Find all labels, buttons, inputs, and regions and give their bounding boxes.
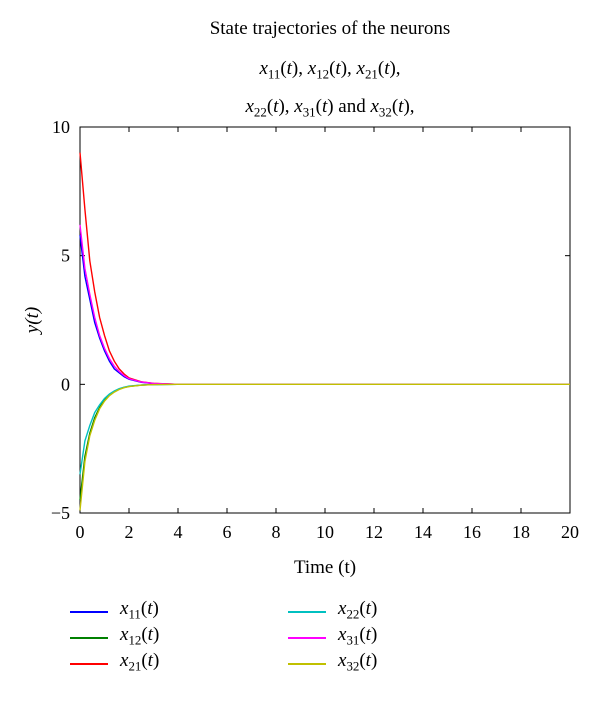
series-line-x22t: [79, 383, 570, 475]
legend-swatch: [288, 663, 326, 665]
legend-label: x11(t): [120, 598, 159, 622]
legend-swatch: [70, 637, 108, 639]
legend-swatch: [70, 663, 108, 665]
y-tick-label: −5: [51, 503, 70, 523]
y-tick-label: 10: [52, 117, 70, 137]
x-tick-label: 18: [512, 522, 530, 542]
legend-label: x32(t): [338, 650, 378, 674]
plot-area-frame: [79, 126, 571, 514]
y-tick-label: 0: [61, 374, 70, 394]
legend-label: x12(t): [120, 624, 160, 648]
line-chart: 0 2 4 6 8 10 12 14 16 18 20 −5 0 5 10 Time (t) y(t): [22, 117, 579, 578]
x-tick-label: 20: [561, 522, 579, 542]
chart-title-line-3: x22(t), x31(t) and x32(t),: [80, 96, 580, 121]
legend-label: x21(t): [120, 650, 160, 674]
series-lines: [79, 152, 570, 511]
axis-ticks: 0 2 4 6 8 10 12 14 16 18 20 −5 0 5 10: [51, 117, 579, 542]
title-term-x32: x32(t),: [370, 96, 415, 120]
series-line-x32t: [79, 383, 570, 511]
x-tick-label: 6: [223, 522, 232, 542]
x-tick-label: 10: [316, 522, 334, 542]
title-term-x31: x31(t): [294, 96, 334, 120]
series-line-x31t: [79, 224, 570, 385]
x-tick-label: 2: [125, 522, 134, 542]
x-tick-label: 0: [76, 522, 85, 542]
series-line-x21t: [79, 152, 570, 385]
x-tick-label: 8: [272, 522, 281, 542]
title-word-and: and: [338, 96, 366, 117]
x-tick-label: 4: [174, 522, 183, 542]
title-term-x21: x21(t),: [356, 58, 401, 82]
legend-swatch: [288, 637, 326, 639]
legend-swatch: [288, 611, 326, 613]
x-tick-label: 16: [463, 522, 481, 542]
title-term-x22: x22(t),: [245, 96, 290, 120]
title-term-x11: x11(t),: [259, 58, 303, 82]
legend-swatch: [70, 611, 108, 613]
y-axis-label: y(t): [22, 307, 43, 335]
chart-title-line-1: State trajectories of the neurons: [209, 18, 451, 39]
series-line-x11t: [79, 235, 570, 385]
legend-label: x22(t): [338, 598, 378, 622]
series-line-x12t: [79, 383, 570, 501]
title-term-x12: x12(t),: [307, 58, 352, 82]
x-tick-label: 14: [414, 522, 432, 542]
y-tick-label: 5: [61, 246, 70, 266]
chart-title-line-2: x11(t), x12(t), x21(t),: [80, 58, 580, 83]
x-axis-label: Time (t): [294, 557, 356, 578]
legend-label: x31(t): [338, 624, 378, 648]
x-tick-label: 12: [365, 522, 383, 542]
